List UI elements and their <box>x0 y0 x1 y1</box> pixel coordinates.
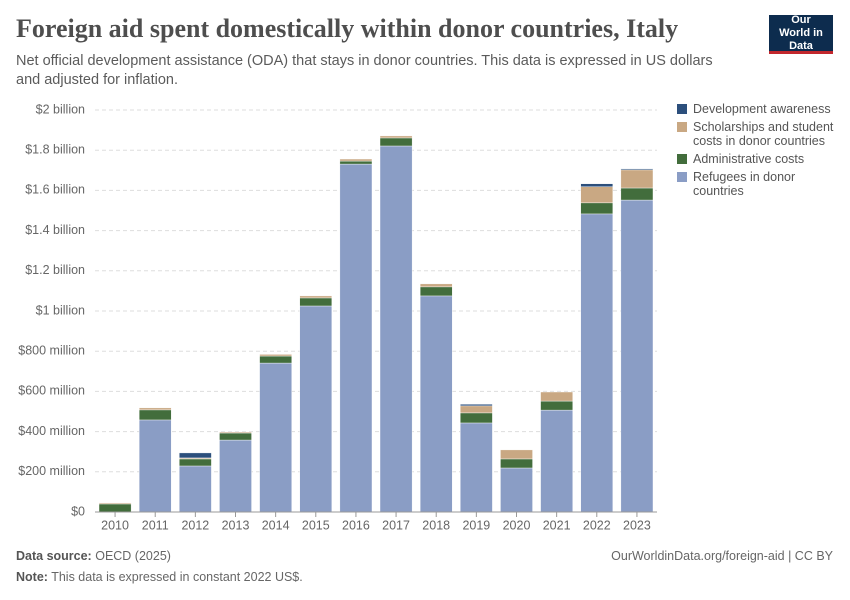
bar-segment <box>460 412 493 424</box>
bar-segment <box>620 187 654 201</box>
x-tick-label: 2022 <box>583 518 611 532</box>
bar-segment <box>339 163 373 513</box>
bar-segment <box>299 297 333 307</box>
y-tick-label: $600 million <box>18 384 85 398</box>
source-label: Data source: <box>16 549 92 563</box>
chart-subtitle: Net official development assistance (ODA… <box>16 53 713 88</box>
bar-segment <box>98 502 132 505</box>
bar-segment <box>179 458 212 467</box>
bar-segment <box>98 503 132 513</box>
bar-segment <box>419 295 453 513</box>
source-url[interactable]: OurWorldinData.org/foreign-aid | CC BY <box>611 549 833 563</box>
legend-item[interactable]: Refugees in donor countries <box>677 170 842 198</box>
legend-item[interactable]: Scholarships and student costs in donor … <box>677 120 842 148</box>
y-tick-label: $400 million <box>18 424 85 438</box>
bar-segment <box>620 199 654 513</box>
bar-segment <box>259 362 292 513</box>
y-tick-label: $1.8 billion <box>25 142 85 156</box>
x-tick-label: 2014 <box>262 518 290 532</box>
bar-segment <box>379 137 413 147</box>
y-tick-label: $1.4 billion <box>25 223 85 237</box>
bar-segment <box>580 213 614 513</box>
x-tick-label: 2015 <box>302 518 330 532</box>
bar-segment <box>299 305 333 513</box>
legend-label: Administrative costs <box>693 152 805 166</box>
bar-segment <box>219 432 252 441</box>
legend-item[interactable]: Administrative costs <box>677 152 842 166</box>
note: Note: This data is expressed in constant… <box>16 570 303 584</box>
x-tick-label: 2023 <box>623 518 651 532</box>
bar-segment <box>580 183 614 187</box>
x-tick-label: 2012 <box>181 518 209 532</box>
y-tick-label: $800 million <box>18 343 85 357</box>
bar-segment <box>299 295 333 299</box>
bar-segment <box>179 452 212 459</box>
chart-title: Foreign aid spent domestically within do… <box>16 14 679 43</box>
x-tick-label: 2016 <box>342 518 370 532</box>
legend-swatch <box>677 172 687 182</box>
bar-segment <box>379 135 413 139</box>
bar-segment <box>138 419 172 513</box>
bar-segment <box>419 283 453 288</box>
x-tick-label: 2021 <box>543 518 571 532</box>
x-tick-label: 2013 <box>222 518 250 532</box>
x-tick-label: 2018 <box>422 518 450 532</box>
bar-segment <box>379 145 413 513</box>
bar-segment <box>620 168 654 171</box>
bar-segment <box>219 431 252 434</box>
bar-segment <box>460 404 493 407</box>
bar-segment <box>339 158 373 162</box>
legend-swatch <box>677 104 687 114</box>
bar-segment <box>540 409 573 513</box>
y-tick-label: $1.2 billion <box>25 263 85 277</box>
x-tick-label: 2019 <box>462 518 490 532</box>
source: Data source: OECD (2025) <box>16 549 171 563</box>
legend-swatch <box>677 154 687 164</box>
y-tick-label: $1 billion <box>36 303 85 317</box>
bar-segment <box>500 467 533 513</box>
x-tick-label: 2011 <box>142 518 169 532</box>
x-tick-label: 2010 <box>101 518 129 532</box>
bar-segment <box>540 400 573 411</box>
bar-segment <box>339 160 373 165</box>
bar-segment <box>500 458 533 469</box>
legend-label: Development awareness <box>693 102 831 116</box>
logo-text[interactable]: Our World in Data <box>779 13 823 52</box>
bar-segment <box>500 449 533 460</box>
bar-segment <box>138 407 172 411</box>
bar-segment <box>179 465 212 513</box>
legend-label: Scholarships and student costs in donor … <box>693 120 834 148</box>
bar-segment <box>138 409 172 421</box>
y-tick-label: $200 million <box>18 464 85 478</box>
bar-segment <box>219 439 252 513</box>
note-text: This data is expressed in constant 2022 … <box>51 570 303 584</box>
x-tick-label: 2017 <box>382 518 410 532</box>
bar-segment <box>259 354 292 357</box>
bar-segment <box>419 286 453 297</box>
bar-segment <box>620 169 654 189</box>
y-tick-label: $1.6 billion <box>25 183 85 197</box>
bar-segment <box>540 391 573 402</box>
y-tick-label: $0 <box>71 504 85 518</box>
bar-segment <box>460 405 493 414</box>
logo[interactable]: Our World in Data <box>769 13 833 54</box>
note-label: Note: <box>16 570 48 584</box>
source-text: OECD (2025) <box>95 549 171 563</box>
legend-swatch <box>677 122 687 132</box>
bar-segment <box>259 355 292 364</box>
y-tick-label: $2 billion <box>36 102 85 116</box>
x-tick-label: 2020 <box>503 518 531 532</box>
bar-segment <box>580 186 614 204</box>
bar-segment <box>580 202 614 215</box>
legend-item[interactable]: Development awareness <box>677 102 842 116</box>
legend-label: Refugees in donor countries <box>693 170 796 198</box>
bar-segment <box>460 422 493 513</box>
legend: Development awareness Scholarships and st… <box>677 102 842 202</box>
